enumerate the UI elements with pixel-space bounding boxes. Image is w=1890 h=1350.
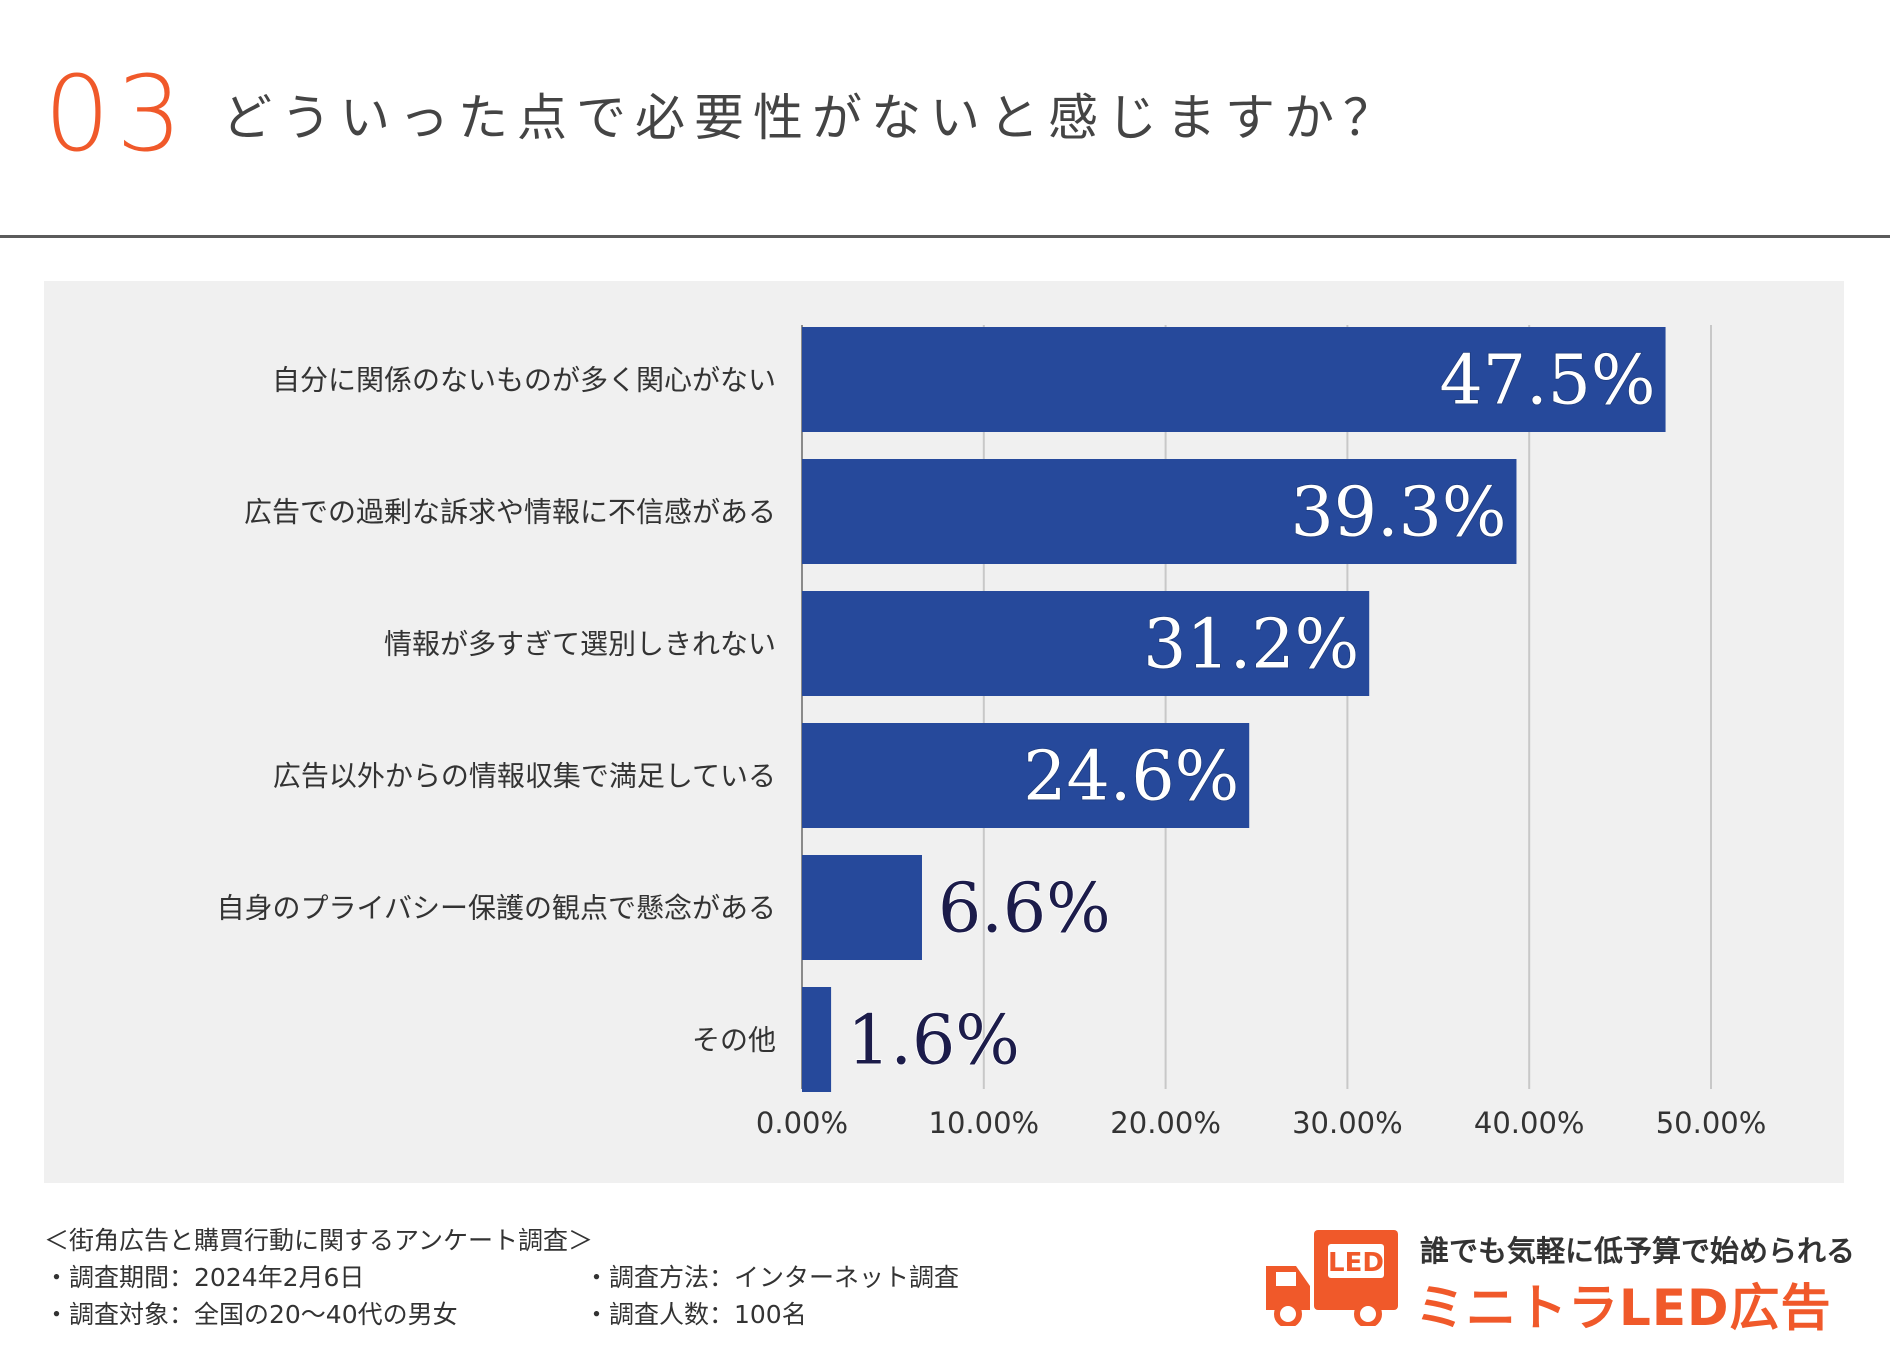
value-label: 6.6%: [938, 870, 1111, 949]
question-title: どういった点で必要性がないと感じますか？: [222, 89, 1402, 147]
value-label: 39.3%: [1290, 474, 1506, 553]
category-label: その他: [692, 1024, 776, 1057]
truck-logo-icon: LED: [1266, 1230, 1398, 1326]
category-label: 広告での過剰な訴求や情報に不信感がある: [244, 496, 776, 529]
value-label: 31.2%: [1143, 606, 1359, 685]
bar: [802, 855, 922, 960]
category-label: 情報が多すぎて選別しきれない: [384, 628, 776, 661]
x-tick-label: 30.00%: [1292, 1106, 1403, 1140]
category-label: 広告以外からの情報収集で満足している: [273, 760, 776, 793]
value-label: 1.6%: [847, 1002, 1020, 1081]
survey-method: ・調査方法：インターネット調査: [584, 1263, 960, 1292]
category-label: 自身のプライバシー保護の観点で懸念がある: [217, 892, 776, 925]
chart-panel: 0.00% 10.00% 20.00% 30.00% 40.00% 50.00% 自分に関係…: [44, 281, 1844, 1183]
logo-name: ミニトラLED広告: [1415, 1279, 1832, 1337]
value-label: 24.6%: [1023, 738, 1239, 817]
x-tick-label: 40.00%: [1474, 1106, 1585, 1140]
question-number: 03: [44, 53, 189, 175]
survey-count: ・調査人数：100名: [584, 1300, 807, 1329]
logo-tagline: 誰でも気軽に低予算で始められる: [1420, 1234, 1856, 1268]
x-tick-label: 10.00%: [929, 1106, 1040, 1140]
truck-badge-text: LED: [1328, 1248, 1384, 1278]
bar-chart: 0.00% 10.00% 20.00% 30.00% 40.00% 50.00% 自分に関係…: [217, 325, 1767, 1140]
bar: [802, 723, 1250, 828]
bar: [802, 459, 1517, 564]
survey-target: ・調査対象：全国の20〜40代の男女: [44, 1300, 458, 1329]
bar: [802, 327, 1666, 432]
x-tick-label: 20.00%: [1110, 1106, 1221, 1140]
header-divider: [0, 235, 1890, 238]
value-label: 47.5%: [1440, 342, 1656, 421]
x-tick-label: 50.00%: [1656, 1106, 1767, 1140]
category-label: 自分に関係のないものが多く関心がない: [272, 364, 776, 397]
survey-period: ・調査期間：2024年2月6日: [44, 1263, 365, 1292]
bar: [802, 591, 1370, 696]
survey-title: ＜街角広告と購買行動に関するアンケート調査＞: [44, 1226, 594, 1255]
bar: [802, 987, 832, 1092]
x-tick-label: 0.00%: [756, 1106, 848, 1140]
